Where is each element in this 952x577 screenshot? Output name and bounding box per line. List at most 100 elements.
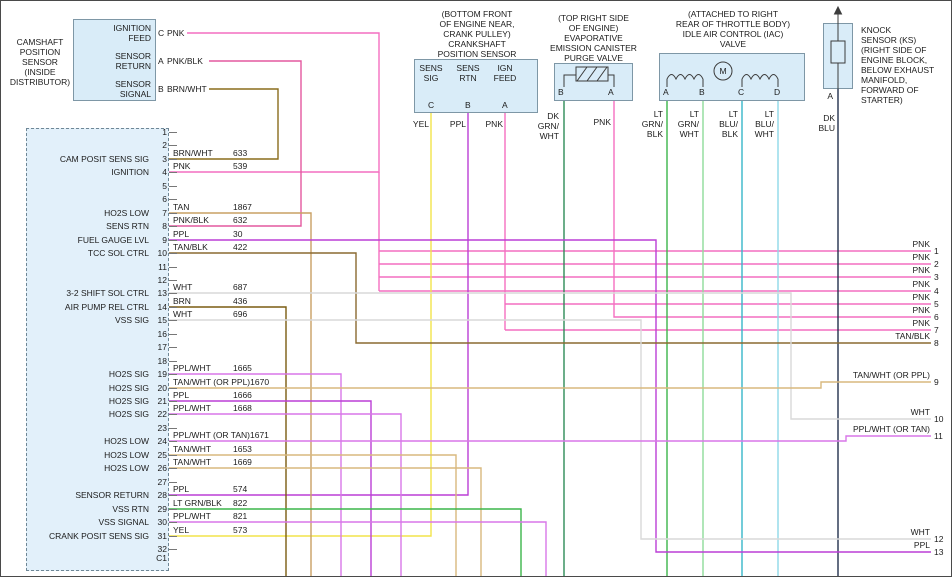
pcm-pin-circuit-number: 1867 bbox=[233, 201, 252, 212]
pcm-pin-wire-label: TAN/WHT 1669 bbox=[173, 457, 252, 467]
pcm-pin-number: 25 bbox=[157, 449, 167, 460]
wire-pnk-blk bbox=[169, 60, 302, 227]
right-row-wire-label: TAN/BLK bbox=[895, 331, 930, 341]
pcm-pin-wire-label: PPL/WHT 821 bbox=[173, 511, 247, 521]
pcm-pin-number: 30 bbox=[157, 517, 167, 528]
pcm-pin-wire-color: LT GRN/BLK bbox=[173, 497, 222, 508]
cam-pin-letter-c: C bbox=[158, 28, 165, 38]
pcm-pin-number: 21 bbox=[157, 396, 167, 406]
pcm-pin-number: 8 bbox=[162, 221, 167, 232]
pcm-pin-tick bbox=[169, 374, 177, 376]
purge-pin-letter-a: A bbox=[608, 87, 614, 97]
pcm-pin-wire-color: PPL/WHT (OR TAN) bbox=[173, 430, 250, 441]
pcm-pin-tick bbox=[169, 306, 177, 308]
right-row-wire-label: PNK bbox=[912, 305, 930, 315]
pcm-pin-circuit-number: 573 bbox=[233, 524, 248, 535]
right-row-number: 8 bbox=[934, 338, 939, 348]
right-row-number: 5 bbox=[934, 299, 939, 309]
pcm-pin-number: 27 bbox=[157, 476, 167, 487]
pcm-pin-number: 32 bbox=[157, 543, 167, 554]
pcm-connector-name: C1 bbox=[156, 553, 167, 563]
pcm-pin-tick bbox=[169, 145, 177, 147]
iac-pin-letter-a: A bbox=[663, 87, 669, 97]
right-row-wire-label: PNK bbox=[912, 252, 930, 262]
pcm-pin-tick bbox=[169, 481, 177, 483]
pcm-pin-circuit-number: 821 bbox=[233, 511, 248, 522]
right-row-number: 6 bbox=[934, 312, 939, 322]
pcm-pin-number: 22 bbox=[157, 409, 167, 420]
pcm-pin-number: 23 bbox=[157, 422, 167, 433]
wire-tan-wht bbox=[169, 454, 457, 576]
pcm-pin-tick bbox=[169, 132, 177, 133]
pcm-pin-number: 7 bbox=[162, 207, 167, 218]
wire-brn-wht bbox=[169, 88, 279, 160]
cam-pin-wire-a: PNK/BLK bbox=[167, 56, 203, 66]
pcm-pin-number: 26 bbox=[157, 463, 167, 474]
pcm-pin-circuit-number: 30 bbox=[233, 228, 243, 239]
pcm-pin-wire-label: PPL 1666 bbox=[173, 390, 252, 400]
pcm-pin-tick bbox=[169, 414, 177, 416]
pcm-pin-wire-label: TAN/WHT (OR PPL)1670 bbox=[173, 377, 269, 387]
pcm-pin-number: 14 bbox=[157, 301, 167, 312]
pcm-pin-tick bbox=[169, 279, 177, 281]
right-row-wire-label: PNK bbox=[912, 318, 930, 328]
wire-brn bbox=[169, 306, 287, 576]
pcm-pin-tick bbox=[169, 185, 177, 187]
pcm-pin-circuit-number: 539 bbox=[233, 161, 248, 172]
pcm-pin-wire-label: PPL 574 bbox=[173, 484, 247, 494]
pcm-pin-tick bbox=[169, 387, 177, 389]
pcm-pin-number: 18 bbox=[157, 355, 167, 366]
crank-pin-letter-a: A bbox=[502, 100, 508, 110]
crank-pin-function-sens-rtn: SENS RTN bbox=[456, 63, 480, 83]
crankshaft-sensor-caption: (BOTTOM FRONT OF ENGINE NEAR, CRANK PULL… bbox=[437, 9, 517, 59]
pcm-pin-signal-label: VSS SIGNAL bbox=[98, 517, 149, 528]
purge-pin-wire-b: DK GRN/ WHT bbox=[537, 111, 559, 141]
iac-motor-symbol bbox=[666, 61, 779, 87]
pcm-pin-wire-label: PPL 30 bbox=[173, 229, 242, 239]
pcm-pin-number: 24 bbox=[157, 436, 167, 447]
pcm-pin-wire-color: TAN/BLK bbox=[173, 242, 208, 253]
pcm-pin-wire-label: TAN/BLK 422 bbox=[173, 242, 247, 252]
right-row-wire-label: WHT bbox=[910, 407, 930, 417]
right-row-number: 9 bbox=[934, 377, 939, 387]
pcm-pin-circuit-number: 1670 bbox=[250, 376, 270, 387]
purge-pin-wire-a: PNK bbox=[593, 117, 611, 127]
right-row-number: 4 bbox=[934, 286, 939, 296]
pcm-pin-wire-label: PNK/BLK 632 bbox=[173, 215, 247, 225]
right-row-wire-label: PPL/WHT (OR TAN) bbox=[853, 424, 930, 434]
knock-pin-letter-a: A bbox=[827, 91, 833, 101]
pcm-pin-tick bbox=[169, 212, 177, 214]
crank-pin-function-sens-sig: SENS SIG bbox=[419, 63, 443, 83]
cam-pin-function-sensor-signal: SENSOR SIGNAL bbox=[115, 79, 151, 99]
pcm-pin-number: 13 bbox=[157, 288, 167, 299]
wire-ppl-wht bbox=[169, 435, 931, 442]
wire-pnk bbox=[613, 101, 931, 318]
pcm-pin-wire-color: WHT bbox=[173, 282, 193, 293]
pcm-pin-signal-label: HO2S SIG bbox=[108, 382, 149, 393]
pcm-pin-number: 12 bbox=[157, 274, 167, 285]
pcm-pin-circuit-number: 687 bbox=[233, 282, 248, 293]
wire-tan-blk bbox=[169, 252, 931, 344]
wire-ppl bbox=[169, 239, 931, 553]
pcm-pin-tick bbox=[169, 548, 177, 550]
pcm-pin-tick bbox=[169, 468, 177, 470]
pcm-pin-tick bbox=[169, 333, 177, 335]
pcm-pin-wire-label: WHT 687 bbox=[173, 282, 247, 292]
pcm-pin-circuit-number: 574 bbox=[233, 484, 248, 495]
wire-ppl bbox=[169, 400, 372, 576]
right-row-number: 1 bbox=[934, 246, 939, 256]
cam-pin-function-ignition-feed: IGNITION FEED bbox=[113, 23, 151, 43]
crank-pin-letter-c: C bbox=[428, 100, 435, 110]
pcm-pin-wire-label: TAN/WHT 1653 bbox=[173, 444, 252, 454]
pcm-pin-tick bbox=[169, 360, 177, 362]
pcm-pin-signal-label: CRANK POSIT SENS SIG bbox=[49, 530, 149, 541]
wire-lt-grn-blk bbox=[169, 508, 522, 576]
pcm-pin-number: 19 bbox=[157, 369, 167, 380]
iac-pin-wire-a: LT GRN/ BLK bbox=[641, 109, 663, 139]
pcm-pin-wire-color: PPL/WHT bbox=[173, 363, 211, 374]
pcm-pin-tick bbox=[169, 495, 177, 497]
iac-pin-letter-d: D bbox=[774, 87, 781, 97]
iac-pin-wire-b: LT GRN/ WHT bbox=[677, 109, 699, 139]
cam-pin-wire-b: BRN/WHT bbox=[167, 84, 207, 94]
